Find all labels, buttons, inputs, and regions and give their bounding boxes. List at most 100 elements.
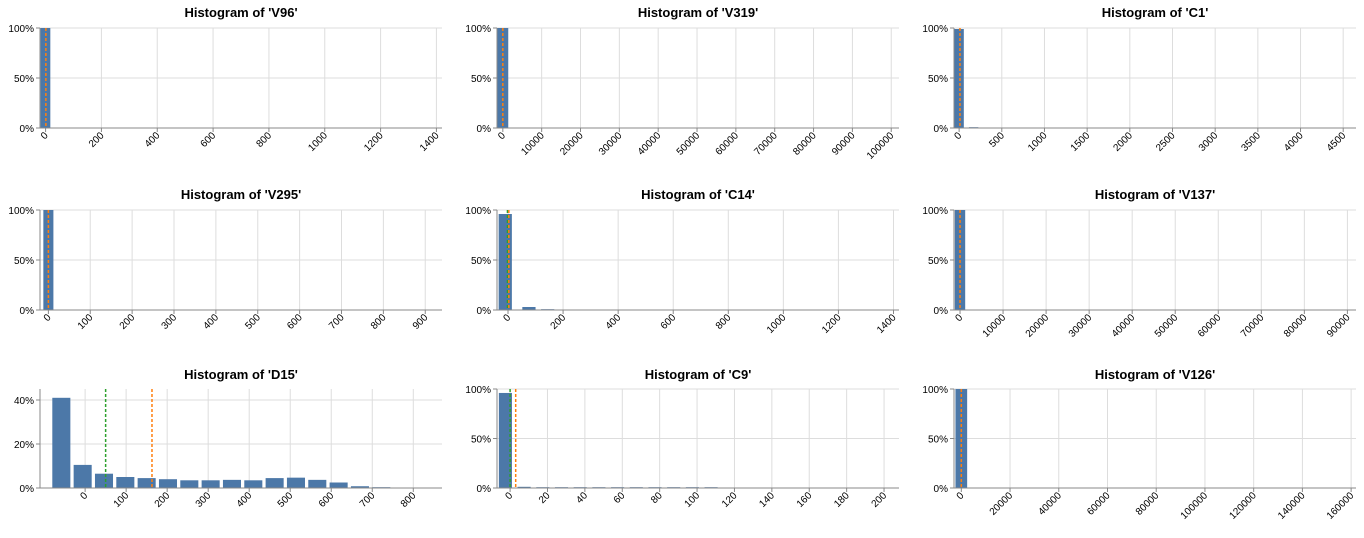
x-tick-label: 0 xyxy=(955,490,967,502)
x-tick-label: 100 xyxy=(683,490,703,510)
x-tick-label: 140 xyxy=(757,490,777,510)
histogram-bar xyxy=(180,480,199,488)
histogram-plot: 0%50%100%0 100 200 300 400 500 600 700 800 900 xyxy=(8,206,442,332)
y-tick-label: 50% xyxy=(928,256,948,267)
histogram-panel: Histogram of 'V96' 0% 50% 100% 0 200 400 600 800… xyxy=(0,0,482,532)
y-tick-label: 0% xyxy=(20,306,35,317)
chart-title: Histogram of 'D15' xyxy=(184,367,298,382)
x-tick-label: 60 xyxy=(612,490,628,506)
x-tick-label: 160000 xyxy=(1325,490,1357,522)
x-tick-label: 100000 xyxy=(1179,490,1211,522)
histogram-bar xyxy=(265,478,284,488)
y-tick-label: 50% xyxy=(471,256,491,267)
histogram-bar xyxy=(73,464,92,488)
histogram-bar xyxy=(350,486,369,488)
x-tick-label: 120 xyxy=(720,490,740,510)
histogram-bar xyxy=(137,478,156,488)
histogram-bar xyxy=(954,29,964,128)
y-tick-label: 0% xyxy=(934,124,949,135)
x-tick-label: 500 xyxy=(276,490,296,510)
histogram-plot: 0% 50% 100% 0 20000 40000 60000 80000 100000 1200… xyxy=(922,385,1356,522)
histogram-panel: Histogram of 'V137' 0% 50% 100% 0 10000 20000 3… xyxy=(914,0,1364,532)
chart-title: Histogram of 'C9' xyxy=(644,367,752,382)
chart-title: Histogram of 'V295' xyxy=(180,187,302,202)
y-tick-label: 0% xyxy=(477,306,492,317)
y-tick-label: 50% xyxy=(14,256,34,267)
chart-title: Histogram of 'V319' xyxy=(637,5,759,20)
x-tick-label: 40 xyxy=(574,490,590,506)
plot-area: 0% 50% 100% 0 20 40 60 80 100 120 140 160 180 200 xyxy=(465,385,899,510)
histogram-bar xyxy=(329,482,348,488)
histogram-plot: 0% 50% 100% 0 20 40 60 80 100 120 140 160 180 200 xyxy=(465,385,899,510)
x-tick-label: 80 xyxy=(649,490,665,506)
histogram-panel: Histogram of 'C14' 0% 50% 100% 0 200 400 600 800… xyxy=(457,0,939,532)
plot-area: 0% 50% 100% 0 20000 40000 60000 80000 100000 1200… xyxy=(922,385,1356,522)
x-tick-label: 200 xyxy=(153,490,173,510)
y-tick-label: 100% xyxy=(922,385,948,396)
x-tick-label: 400 xyxy=(235,490,255,510)
histogram-bar xyxy=(286,477,305,488)
histogram-panel: Histogram of 'D15' 0% 20% 40% 0 100 200 300 400 5… xyxy=(0,0,482,532)
histogram-bar xyxy=(158,479,178,488)
y-tick-label: 0% xyxy=(934,484,949,495)
histogram-plot: 0%50%100%0 10000 20000 30000 40000 50000 60000… xyxy=(465,24,899,162)
y-tick-label: 100% xyxy=(8,206,34,217)
y-tick-label: 0% xyxy=(934,306,949,317)
x-tick-label: 180 xyxy=(832,490,852,510)
histogram-bar xyxy=(955,389,968,488)
x-tick-label: 0 xyxy=(79,490,91,502)
histogram-panel: Histogram of 'V126' 0% 50% 100% 0 20000 40000 6… xyxy=(914,0,1364,532)
x-tick-label: 20 xyxy=(537,490,553,506)
histogram-plot: 0% 20% 40% 0 100 200 300 400 500 600 700 800 xyxy=(14,389,442,510)
plot-area: 0%50%100%0 100 200 300 400 500 600 700 800 900 xyxy=(8,206,442,332)
histogram-bar xyxy=(201,480,220,488)
y-tick-label: 50% xyxy=(928,435,948,446)
histogram-plot: 0%50%100%0 10000 20000 30000 40000 50000 60000… xyxy=(922,206,1356,340)
chart-title: Histogram of 'V126' xyxy=(1094,367,1216,382)
y-tick-label: 50% xyxy=(14,74,34,85)
y-tick-label: 50% xyxy=(471,74,491,85)
x-tick-label: 140000 xyxy=(1276,490,1308,522)
y-tick-label: 0% xyxy=(477,124,492,135)
histogram-bar xyxy=(498,392,512,488)
y-tick-label: 0% xyxy=(20,124,35,135)
histogram-plot: 0%50%100%0 200 400 600 800 1000 1200 1400 xyxy=(465,206,899,336)
y-tick-label: 100% xyxy=(465,24,491,35)
histogram-bar xyxy=(222,479,241,488)
y-tick-label: 50% xyxy=(928,74,948,85)
x-tick-label: 20000 xyxy=(988,490,1016,518)
y-tick-label: 20% xyxy=(14,440,34,451)
x-tick-label: 40000 xyxy=(1036,490,1064,518)
x-tick-label: 80000 xyxy=(1134,490,1162,518)
plot-area: 0% 20% 40% 0 100 200 300 400 500 600 700 800 xyxy=(14,389,442,510)
histogram-bar xyxy=(94,473,114,488)
y-tick-label: 50% xyxy=(471,435,491,446)
x-tick-label: 800 xyxy=(399,490,419,510)
x-tick-label: 600 xyxy=(317,490,337,510)
x-tick-label: 300 xyxy=(194,490,214,510)
x-tick-label: 60000 xyxy=(1085,490,1113,518)
x-tick-label: 0 xyxy=(503,490,515,502)
x-tick-label: 160 xyxy=(795,490,815,510)
y-tick-label: 0% xyxy=(20,484,35,495)
chart-title: Histogram of 'V96' xyxy=(184,5,298,20)
y-tick-label: 100% xyxy=(465,206,491,217)
x-tick-label: 200 xyxy=(870,490,890,510)
histogram-panel: Histogram of 'V319' 0% 50% 100% 0 10000 20000 3… xyxy=(457,0,939,532)
histogram-panel: Histogram of 'V295' 0% 50% 100% 0 100 200 300 40… xyxy=(0,0,482,532)
x-tick-label: 100 xyxy=(112,490,132,510)
histogram-bar xyxy=(116,477,135,488)
chart-title: Histogram of 'C1' xyxy=(1101,5,1209,20)
histogram-bar xyxy=(244,480,263,488)
y-tick-label: 100% xyxy=(922,206,948,217)
chart-title: Histogram of 'V137' xyxy=(1094,187,1216,202)
y-tick-label: 100% xyxy=(922,24,948,35)
histogram-bar xyxy=(308,479,327,488)
y-tick-label: 100% xyxy=(8,24,34,35)
chart-title: Histogram of 'C14' xyxy=(641,187,755,202)
y-tick-label: 100% xyxy=(465,385,491,396)
histogram-bar xyxy=(517,486,531,488)
histogram-bar xyxy=(522,307,536,310)
x-tick-label: 700 xyxy=(358,490,378,510)
histogram-panel: Histogram of 'C9' 0% 50% 100% 0 20 40 60 80 100 12… xyxy=(457,0,939,532)
